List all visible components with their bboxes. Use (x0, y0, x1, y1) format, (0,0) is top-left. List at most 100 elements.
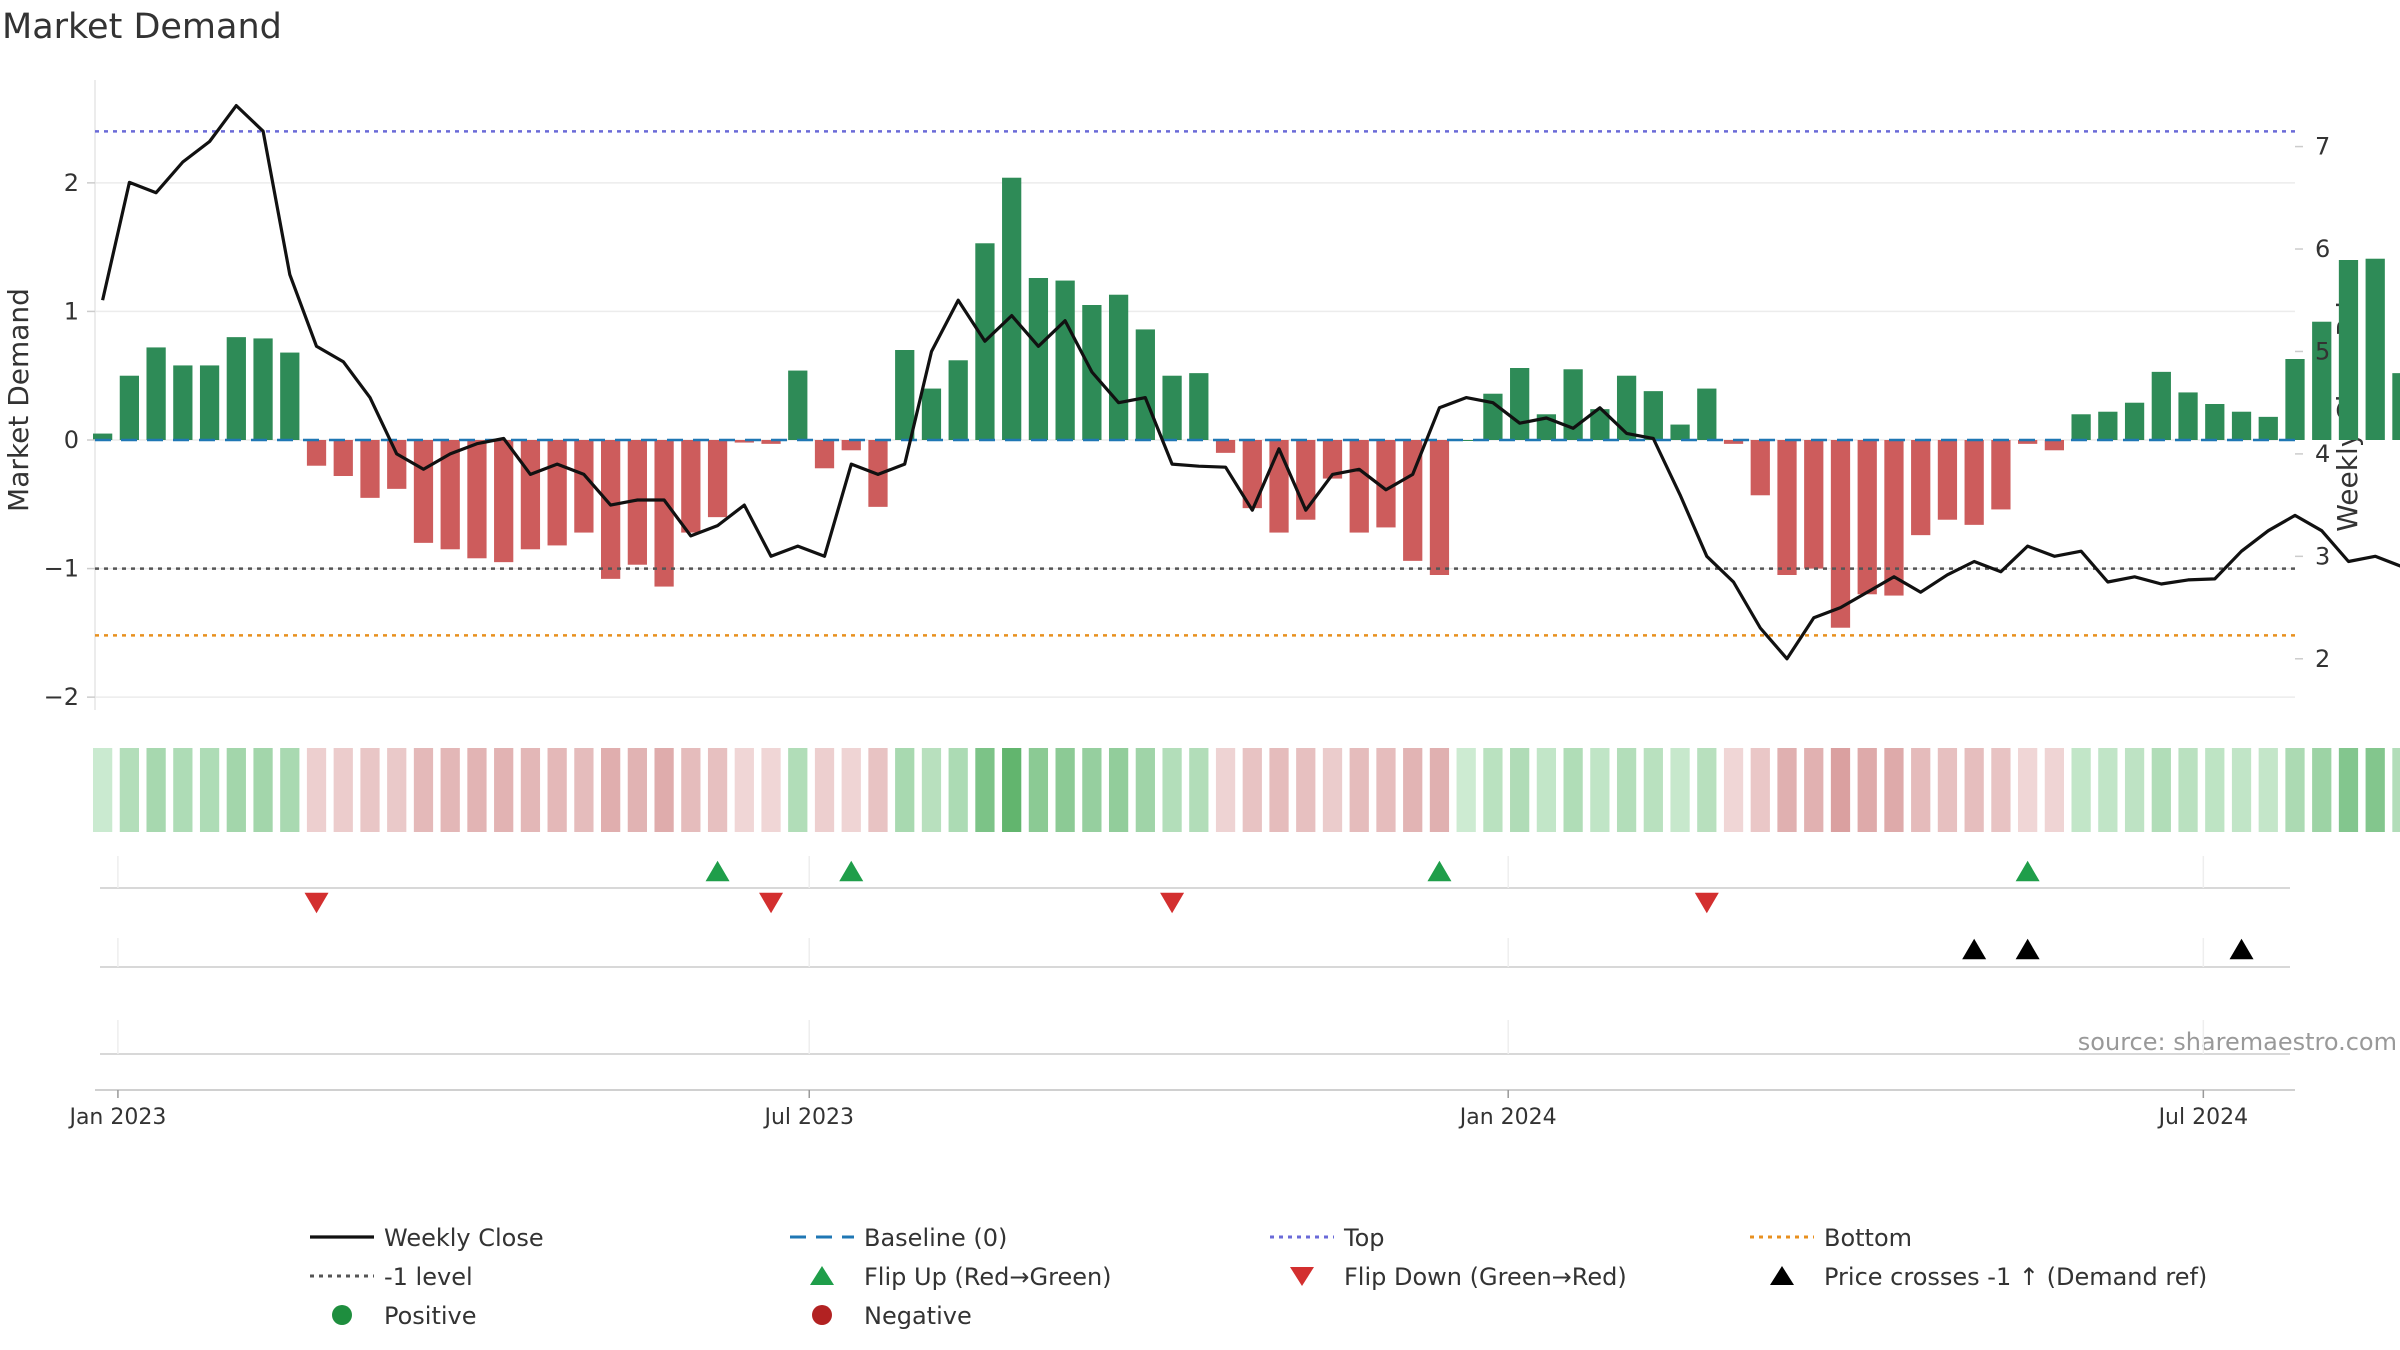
legend-label: Top (1343, 1224, 1385, 1252)
legend-swatch-triangle-down (1290, 1267, 1314, 1286)
heat-cell (948, 748, 968, 832)
heat-cell (2044, 748, 2064, 832)
heat-cell (1937, 748, 1958, 832)
flip-down-marker (1694, 892, 1719, 914)
heat-cell (601, 748, 621, 832)
heat-cell (627, 748, 647, 832)
demand-bar (360, 440, 380, 498)
heat-cell (520, 748, 541, 832)
heat-cell (1670, 748, 1690, 832)
demand-bar (1830, 440, 1851, 628)
heat-cell (1563, 748, 1583, 832)
heat-cell (1082, 748, 1102, 832)
heat-cell (119, 748, 139, 832)
legend-label: Bottom (1824, 1224, 1912, 1252)
demand-bar (707, 440, 728, 518)
flip-down-marker (759, 892, 784, 914)
price-cross-marker (1962, 938, 1987, 960)
demand-bar (2285, 359, 2305, 440)
heat-cell (306, 748, 327, 832)
demand-bar (841, 440, 861, 451)
heat-cell (1911, 748, 1931, 832)
legend-swatch-triangle-up (1770, 1266, 1794, 1285)
y2-tick-label: 3 (2315, 542, 2330, 570)
heat-cell (1429, 748, 1450, 832)
price-cross-marker (2229, 938, 2254, 960)
demand-bar (413, 440, 434, 543)
heat-cell (654, 748, 674, 832)
demand-bar (280, 352, 300, 440)
heat-cell (2071, 748, 2091, 832)
demand-bar (2124, 402, 2145, 440)
y-tick-label: −2 (44, 683, 79, 711)
heat-cell (547, 748, 567, 832)
heat-cell (1215, 748, 1236, 832)
heat-cell (1322, 748, 1343, 832)
demand-bar (1242, 440, 1262, 509)
heat-cell (2098, 748, 2118, 832)
chart-title: Market Demand (2, 7, 282, 47)
heat-cell (2285, 748, 2305, 832)
demand-bar (494, 440, 514, 563)
legend-label: Flip Up (Red→Green) (864, 1263, 1112, 1291)
heat-cell (1723, 748, 1744, 832)
heat-cell (1777, 748, 1797, 832)
heat-cell (975, 748, 995, 832)
heat-cell (734, 748, 754, 832)
heat-cell (93, 748, 113, 832)
x-tick-label: Jul 2023 (762, 1105, 854, 1130)
heat-cell (440, 748, 460, 832)
heat-cell (2205, 748, 2225, 832)
y2-tick-label: 6 (2315, 235, 2330, 263)
heat-cell (1189, 748, 1209, 832)
heat-cell (1376, 748, 1396, 832)
heat-cell (1403, 748, 1423, 832)
demand-bar (1750, 440, 1770, 496)
flip-up-marker (1427, 860, 1452, 882)
heat-cell (1135, 748, 1155, 832)
y2-tick-label: 5 (2315, 337, 2330, 365)
heat-cell (1162, 748, 1182, 832)
heat-cell (2178, 748, 2198, 832)
demand-bar (1563, 369, 1583, 440)
heat-cell (1269, 748, 1289, 832)
demand-bar (2231, 411, 2252, 440)
heat-cell (2365, 748, 2385, 832)
demand-bar (1108, 294, 1129, 440)
demand-bar (1269, 440, 1289, 533)
demand-bar (119, 375, 139, 440)
demand-bars (93, 177, 2400, 628)
heat-cell (413, 748, 434, 832)
heat-cell (2018, 748, 2038, 832)
heat-cell (1296, 748, 1316, 832)
heat-cell (2312, 748, 2332, 832)
reference-lines (95, 130, 2295, 637)
heat-cell (1108, 748, 1129, 832)
y-tick-label: 0 (64, 426, 79, 454)
heat-cell (173, 748, 193, 832)
heat-cell (1884, 748, 1904, 832)
legend-swatch-circle (332, 1305, 352, 1325)
heat-cell (280, 748, 300, 832)
heat-cell (467, 748, 487, 832)
demand-bar (173, 365, 193, 440)
demand-bar (1189, 373, 1209, 440)
demand-bar (1911, 440, 1931, 536)
demand-bar (921, 388, 942, 440)
heat-cell (387, 748, 407, 832)
heat-cell (2258, 748, 2278, 832)
demand-bar (2205, 404, 2225, 440)
demand-bar (306, 440, 327, 466)
heat-cell (1857, 748, 1877, 832)
demand-bar (1162, 375, 1182, 440)
demand-bar (1991, 440, 2011, 510)
demand-bar (2018, 440, 2038, 444)
demand-bar (1937, 440, 1958, 520)
demand-bar (734, 440, 754, 443)
heat-cell (1697, 748, 1717, 832)
heat-cell (1028, 748, 1049, 832)
demand-bar (627, 440, 647, 565)
legend-label: Price crosses -1 ↑ (Demand ref) (1824, 1263, 2207, 1291)
demand-bar (1135, 329, 1155, 440)
demand-bar (2258, 416, 2278, 440)
